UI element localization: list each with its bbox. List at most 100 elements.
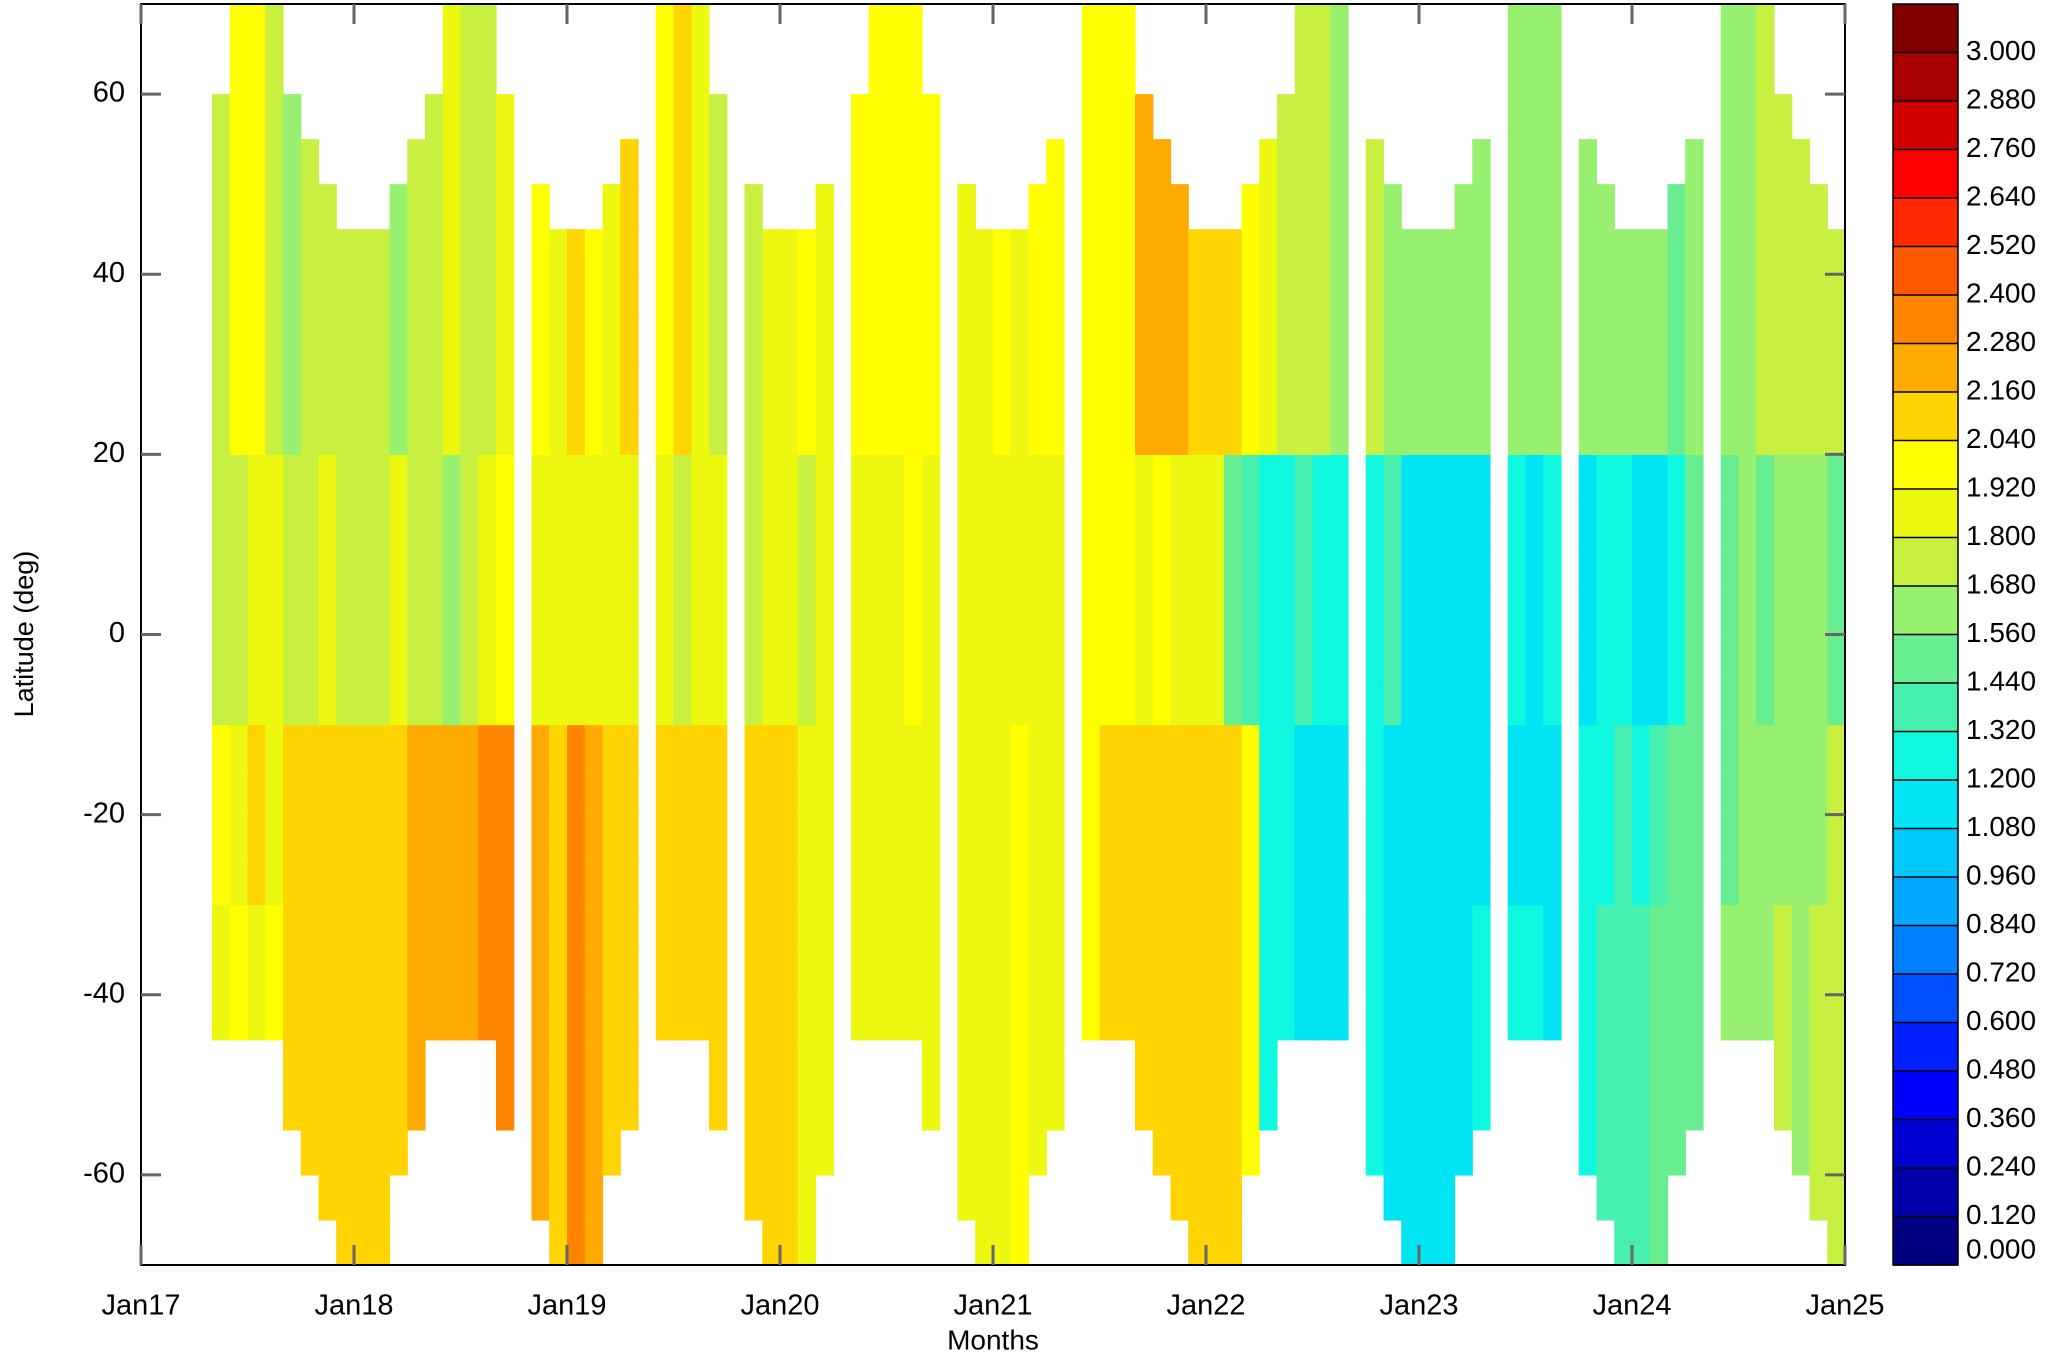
heatmap-cell: [1436, 949, 1456, 996]
heatmap-cell: [1667, 769, 1686, 816]
heatmap-cell: [815, 904, 834, 951]
heatmap-cell: [709, 949, 728, 996]
heatmap-cell: [407, 679, 426, 726]
heatmap-cell: [1827, 814, 1846, 861]
heatmap-cell: [318, 679, 337, 726]
heatmap-cell: [744, 949, 763, 996]
heatmap-cell: [1365, 139, 1385, 185]
heatmap-cell: [460, 4, 479, 50]
heatmap-cell: [709, 769, 728, 816]
heatmap-cell: [283, 544, 302, 591]
heatmap-cell: [1028, 274, 1047, 320]
heatmap-cell: [460, 409, 479, 455]
heatmap-cell: [922, 139, 941, 185]
heatmap-cell: [1188, 724, 1207, 771]
heatmap-cell: [1312, 724, 1331, 771]
heatmap-cell: [1436, 409, 1456, 455]
heatmap-cell: [993, 499, 1012, 546]
heatmap-cell: [1241, 184, 1260, 230]
heatmap-cell: [283, 499, 302, 546]
heatmap-cell: [744, 859, 763, 906]
heatmap-cell: [1827, 274, 1846, 320]
heatmap-cell: [957, 994, 976, 1041]
heatmap-cell: [318, 274, 337, 320]
heatmap-cell: [1827, 1219, 1846, 1266]
heatmap-cell: [1543, 589, 1562, 636]
heatmap-cell: [957, 184, 976, 230]
heatmap-cell: [460, 589, 479, 636]
heatmap-cell: [531, 499, 550, 546]
heatmap-cell: [1436, 1084, 1456, 1131]
heatmap-cell: [709, 679, 728, 726]
heatmap-cell: [1206, 274, 1225, 320]
heatmap-cell: [904, 184, 923, 230]
heatmap-cell: [229, 274, 249, 320]
heatmap-cell: [1117, 904, 1136, 951]
heatmap-cell: [1277, 949, 1296, 996]
heatmap-cell: [496, 679, 515, 726]
heatmap-cell: [496, 409, 515, 455]
heatmap-cell: [1791, 859, 1811, 906]
heatmap-cell: [815, 724, 834, 771]
heatmap-cell: [425, 274, 444, 320]
heatmap-cell: [780, 634, 799, 681]
heatmap-cell: [1667, 454, 1686, 500]
heatmap-cell: [1330, 859, 1349, 906]
heatmap-cell: [1809, 724, 1828, 771]
heatmap-cell: [442, 409, 462, 455]
heatmap-cell: [1419, 454, 1438, 500]
heatmap-cell: [673, 229, 692, 275]
heatmap-cell: [247, 634, 266, 681]
heatmap-cell: [1685, 949, 1704, 996]
heatmap-cell: [1507, 499, 1527, 546]
heatmap-cell: [1774, 949, 1793, 996]
heatmap-cell: [1241, 544, 1260, 591]
heatmap-cell: [1117, 994, 1136, 1041]
heatmap-cell: [709, 814, 728, 861]
heatmap-cell: [1649, 1219, 1669, 1266]
heatmap-cell: [549, 724, 568, 771]
heatmap-cell: [1507, 94, 1527, 140]
heatmap-cell: [1507, 634, 1527, 681]
heatmap-cell: [957, 1084, 976, 1131]
colorbar-tick-label: 2.280: [1966, 326, 2036, 357]
heatmap-cell: [1241, 724, 1260, 771]
heatmap-cell: [1809, 1039, 1828, 1086]
heatmap-cell: [744, 454, 763, 500]
heatmap-cell: [744, 544, 763, 591]
heatmap-cell: [602, 319, 621, 365]
heatmap-cell: [1756, 769, 1775, 816]
heatmap-cell: [620, 364, 639, 410]
heatmap-cell: [744, 1129, 763, 1176]
heatmap-cell: [1507, 364, 1527, 410]
heatmap-cell: [1667, 409, 1686, 455]
heatmap-cell: [265, 769, 284, 816]
heatmap-cell: [922, 634, 941, 681]
heatmap-cell: [1454, 724, 1473, 771]
heatmap-cell: [1543, 724, 1562, 771]
heatmap-cell: [1632, 949, 1651, 996]
heatmap-cell: [1756, 499, 1775, 546]
colorbar-segment: [1893, 828, 1958, 878]
heatmap-cell: [1383, 454, 1402, 500]
heatmap-cell: [1028, 814, 1047, 861]
colorbar-segment: [1893, 1022, 1958, 1072]
heatmap-cell: [1614, 769, 1633, 816]
heatmap-cell: [283, 1039, 302, 1086]
heatmap-cell: [531, 1084, 550, 1131]
heatmap-cell: [1081, 949, 1101, 996]
heatmap-cell: [1791, 1039, 1811, 1086]
heatmap-cell: [1436, 769, 1456, 816]
heatmap-cell: [318, 769, 337, 816]
heatmap-cell: [1401, 1039, 1420, 1086]
heatmap-cell: [1152, 409, 1172, 455]
heatmap-cell: [1223, 814, 1243, 861]
heatmap-cell: [1578, 724, 1598, 771]
heatmap-cell: [1170, 634, 1189, 681]
heatmap-cell: [1401, 724, 1420, 771]
heatmap-cell: [1028, 499, 1047, 546]
heatmap-cell: [1720, 904, 1740, 951]
heatmap-cell: [886, 229, 905, 275]
heatmap-cell: [602, 724, 621, 771]
heatmap-cell: [886, 814, 905, 861]
